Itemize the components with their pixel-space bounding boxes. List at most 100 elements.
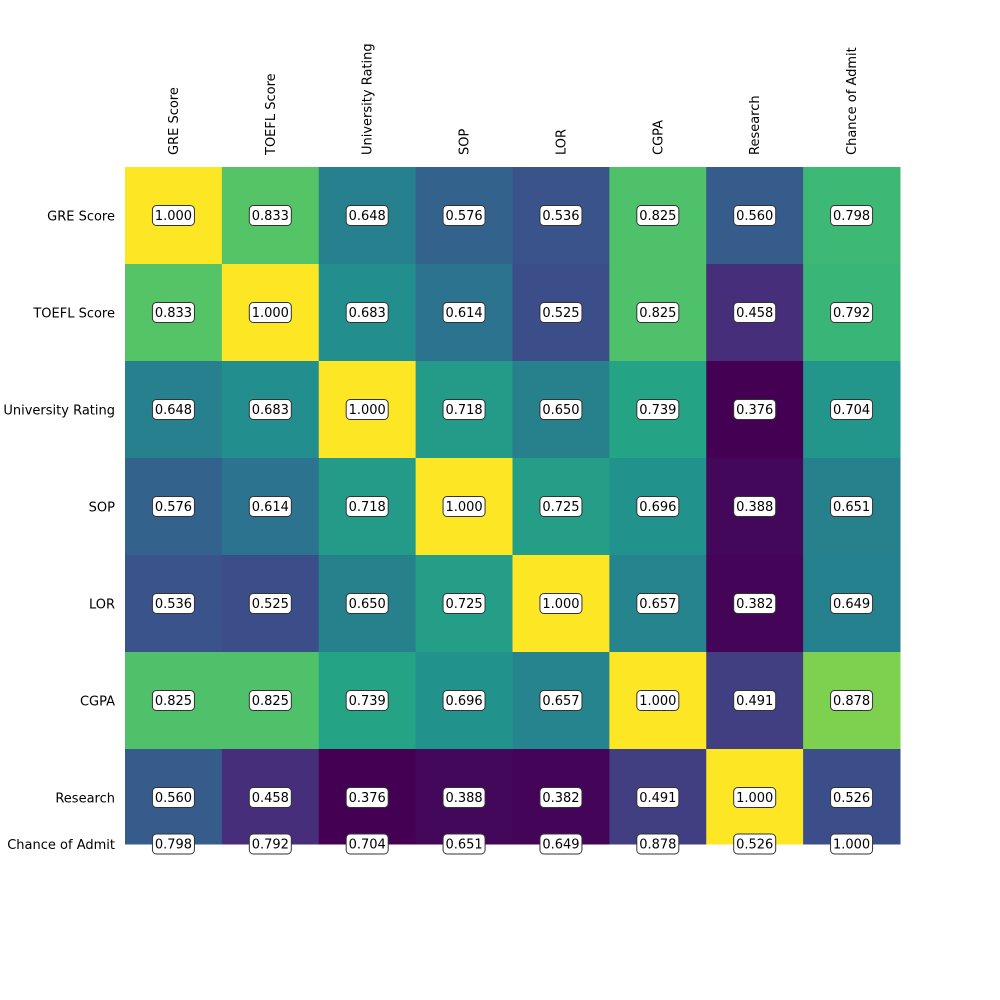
cell-value-label: 0.650 xyxy=(539,399,583,420)
cell-value-label: 0.649 xyxy=(830,593,874,614)
cell-value-label: 0.491 xyxy=(733,690,777,711)
y-tick-label-research: Research xyxy=(55,792,115,807)
value-label-text: 0.878 xyxy=(639,838,676,853)
cell-value-label: 0.825 xyxy=(636,205,680,226)
value-label-text: 0.376 xyxy=(349,791,386,806)
value-label-box xyxy=(345,593,389,614)
cell-value-label: 0.525 xyxy=(539,302,583,323)
cell-value-label: 0.560 xyxy=(151,787,195,808)
cell-value-label: 0.614 xyxy=(442,302,486,323)
cell-value-label: 0.696 xyxy=(636,496,680,517)
value-label-box xyxy=(345,690,389,711)
value-label-box xyxy=(151,302,195,323)
value-label-text: 0.696 xyxy=(445,694,482,709)
value-label-box xyxy=(733,205,777,226)
cell-value-label: 0.683 xyxy=(248,399,292,420)
value-label-text: 0.648 xyxy=(155,403,192,418)
cell-value-label: 0.825 xyxy=(151,690,195,711)
value-label-text: 0.576 xyxy=(155,500,192,515)
value-label-box xyxy=(442,302,486,323)
value-label-text: 0.704 xyxy=(349,838,386,853)
value-label-box xyxy=(830,302,874,323)
value-label-text: 0.825 xyxy=(639,306,676,321)
value-label-text: 0.657 xyxy=(639,597,676,612)
value-label-text: 0.825 xyxy=(252,694,289,709)
cell-value-label: 0.614 xyxy=(248,496,292,517)
value-label-box xyxy=(636,496,680,517)
x-tick-label-toefl-score: TOEFL Score xyxy=(264,73,279,156)
y-tick-label-cgpa: CGPA xyxy=(80,695,115,710)
value-label-box xyxy=(345,787,389,808)
cell-value-label: 0.388 xyxy=(733,496,777,517)
value-label-box xyxy=(248,690,292,711)
cell-value-label: 0.718 xyxy=(345,496,389,517)
value-label-box xyxy=(830,496,874,517)
value-label-text: 0.458 xyxy=(736,306,773,321)
value-label-text: 0.683 xyxy=(252,403,289,418)
value-label-box xyxy=(830,787,874,808)
value-label-box xyxy=(442,690,486,711)
value-label-box xyxy=(151,787,195,808)
value-label-text: 0.526 xyxy=(833,791,870,806)
cell-value-label: 0.458 xyxy=(248,787,292,808)
x-tick-label-research: Research xyxy=(748,95,763,155)
cell-value-label: 0.560 xyxy=(733,205,777,226)
value-label-text: 0.649 xyxy=(833,597,870,612)
value-label-box xyxy=(539,593,583,614)
value-label-box xyxy=(830,690,874,711)
y-tick-label-gre-score: GRE Score xyxy=(47,210,115,225)
value-label-text: 0.792 xyxy=(833,306,870,321)
value-label-text: 0.576 xyxy=(445,209,482,224)
y-tick-labels: GRE Score TOEFL Score University Rating SOP… xyxy=(3,210,115,854)
value-label-text: 0.833 xyxy=(252,209,289,224)
value-label-text: 1.000 xyxy=(736,791,773,806)
value-label-box xyxy=(442,205,486,226)
value-label-box xyxy=(733,593,777,614)
value-label-text: 0.825 xyxy=(639,209,676,224)
value-label-box xyxy=(539,833,583,855)
value-label-box xyxy=(636,593,680,614)
value-label-box xyxy=(345,399,389,420)
value-label-text: 1.000 xyxy=(155,209,192,224)
value-label-text: 1.000 xyxy=(349,403,386,418)
value-label-box xyxy=(151,496,195,517)
cell-value-label: 1.000 xyxy=(539,593,583,614)
value-label-box xyxy=(248,399,292,420)
value-label-text: 0.683 xyxy=(349,306,386,321)
cell-value-label: 0.825 xyxy=(636,302,680,323)
cell-value-label: 0.648 xyxy=(151,399,195,420)
value-label-box xyxy=(248,787,292,808)
cell-value-label: 0.651 xyxy=(830,496,874,517)
value-label-box xyxy=(539,302,583,323)
value-label-text: 0.825 xyxy=(155,694,192,709)
value-label-text: 0.833 xyxy=(155,306,192,321)
cell-value-label: 1.000 xyxy=(636,690,680,711)
cell-value-label: 0.382 xyxy=(539,787,583,808)
value-label-box xyxy=(345,496,389,517)
cell-value-label: 1.000 xyxy=(151,205,195,226)
value-label-box xyxy=(830,205,874,226)
value-label-text: 0.718 xyxy=(349,500,386,515)
value-label-box xyxy=(248,205,292,226)
value-label-text: 0.526 xyxy=(736,838,773,853)
value-label-text: 0.651 xyxy=(833,500,870,515)
value-label-box xyxy=(539,787,583,808)
value-label-box xyxy=(636,205,680,226)
value-label-text: 0.704 xyxy=(833,403,870,418)
value-label-text: 0.560 xyxy=(736,209,773,224)
cell-value-label: 0.382 xyxy=(733,593,777,614)
value-label-text: 0.458 xyxy=(252,791,289,806)
value-label-box xyxy=(539,496,583,517)
value-label-text: 0.388 xyxy=(445,791,482,806)
value-label-box xyxy=(636,787,680,808)
cell-value-label: 0.739 xyxy=(636,399,680,420)
value-label-box xyxy=(636,302,680,323)
y-tick-label-sop: SOP xyxy=(89,501,115,516)
y-tick-label-toefl-score: TOEFL Score xyxy=(32,307,115,322)
cell-value-label: 0.878 xyxy=(830,690,874,711)
cell-value-label: 0.525 xyxy=(248,593,292,614)
value-label-box xyxy=(151,399,195,420)
value-label-box xyxy=(248,833,292,855)
cell-value-label: 0.650 xyxy=(345,593,389,614)
cell-value-label: 0.526 xyxy=(733,833,777,855)
